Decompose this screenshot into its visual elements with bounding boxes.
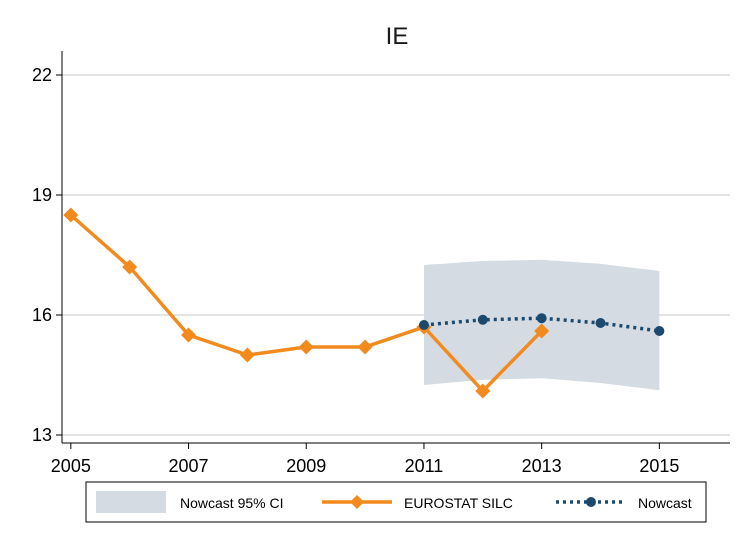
data-point: [595, 318, 606, 328]
y-tick-label: 22: [32, 65, 52, 85]
data-point: [239, 347, 255, 363]
legend-swatch-band: [96, 491, 166, 513]
data-point: [654, 326, 665, 336]
data-point: [475, 383, 491, 399]
legend-label: EUROSTAT SILC: [404, 495, 513, 511]
data-point: [357, 339, 373, 355]
legend: Nowcast 95% CI EUROSTAT SILC Nowcast: [85, 481, 707, 523]
chart-title: IE: [386, 23, 409, 50]
legend-label: Nowcast 95% CI: [180, 495, 283, 511]
data-point: [298, 339, 314, 355]
data-point: [63, 207, 79, 223]
x-tick-label: 2009: [286, 456, 326, 476]
x-tick-label: 2005: [51, 456, 91, 476]
data-point: [122, 259, 138, 275]
y-tick-label: 13: [32, 425, 52, 445]
x-tick-label: 2013: [522, 456, 562, 476]
y-tick-label: 16: [32, 305, 52, 325]
data-point: [477, 314, 488, 325]
data-point: [181, 327, 197, 343]
axes: 13 16 19 22 2005 2007 2009 2011 2013 2015: [32, 51, 730, 476]
x-tick-label: 2007: [169, 456, 209, 476]
data-point: [534, 323, 550, 339]
data-point: [536, 313, 547, 324]
legend-box: [85, 481, 707, 523]
y-tick-label: 19: [32, 185, 52, 205]
legend-swatch-marker: [586, 497, 596, 507]
x-tick-label: 2011: [405, 456, 444, 476]
series-layer: [63, 207, 665, 399]
data-point: [418, 320, 429, 330]
legend-swatch-marker: [350, 495, 364, 509]
series-line: [423, 316, 660, 333]
series-2: [418, 313, 665, 336]
x-tick-label: 2015: [639, 456, 679, 476]
legend-label: Nowcast: [638, 495, 692, 511]
